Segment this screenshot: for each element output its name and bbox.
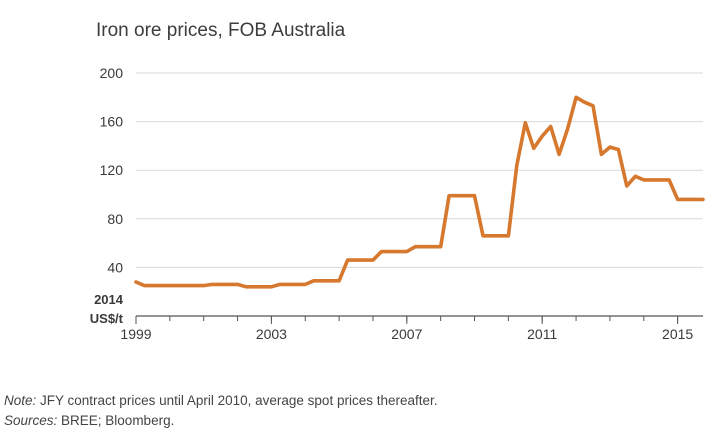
note-line: Note: JFY contract prices until April 20… [4,391,438,411]
axes [135,315,703,324]
sources-text: BREE; Bloomberg. [57,413,175,428]
y-tick-label-120: 120 [100,162,124,178]
y-tick-label-80: 80 [107,211,123,227]
y-axis-unit-label-1: US$/t [90,311,124,326]
y-tick-label-200: 200 [100,65,124,81]
y-tick-label-40: 40 [107,259,123,275]
series-line-0 [134,95,705,289]
x-tick-label-2011: 2011 [527,326,557,342]
gridlines [136,72,703,268]
footnotes: Note: JFY contract prices until April 20… [4,391,438,431]
note-text: JFY contract prices until April 2010, av… [36,393,438,408]
note-label: Note: [4,393,37,408]
y-tick-label-160: 160 [100,114,124,130]
x-tick-label-2007: 2007 [391,326,422,342]
series [134,95,705,289]
y-axis-unit-label-0: 2014 [94,292,124,307]
sources-label: Sources: [4,413,58,428]
x-tick-label-2003: 2003 [256,326,287,342]
x-tick-label-2015: 2015 [662,326,693,342]
sources-line: Sources: BREE; Bloomberg. [4,411,438,431]
x-tick-label-1999: 1999 [120,326,151,342]
chart-title: Iron ore prices, FOB Australia [96,20,346,41]
